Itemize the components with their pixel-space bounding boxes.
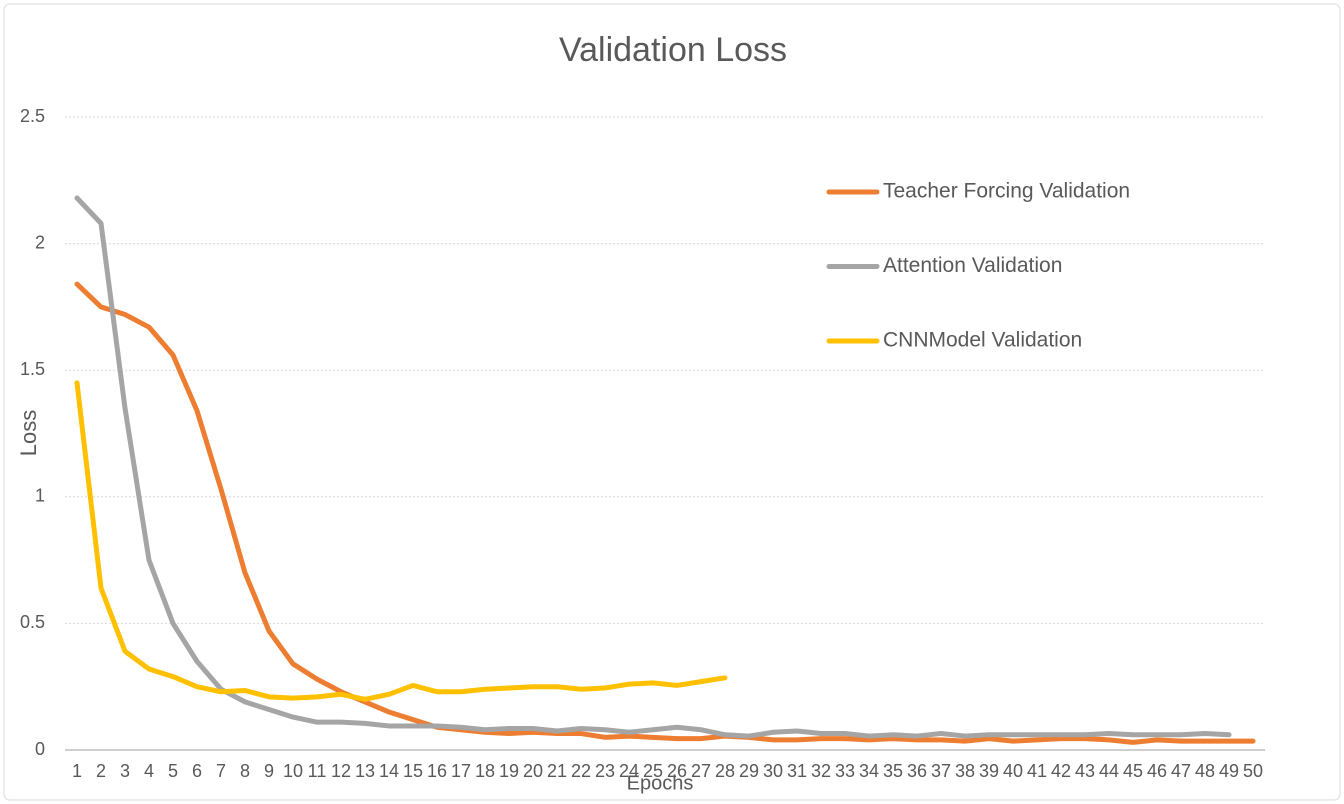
x-tick-label: 48 <box>1195 761 1215 781</box>
x-tick-label: 36 <box>907 761 927 781</box>
chart-border <box>3 3 1341 801</box>
x-tick-label: 12 <box>331 761 351 781</box>
x-tick-label: 9 <box>264 761 274 781</box>
x-tick-label: 43 <box>1075 761 1095 781</box>
x-tick-label: 35 <box>883 761 903 781</box>
y-tick-label: 1 <box>35 486 45 506</box>
x-tick-label: 1 <box>72 761 82 781</box>
x-tick-label: 41 <box>1027 761 1047 781</box>
x-tick-label: 31 <box>787 761 807 781</box>
y-tick-label: 0 <box>35 739 45 759</box>
series-line <box>74 281 1256 745</box>
x-tick-label: 26 <box>667 761 687 781</box>
x-tick-label: 29 <box>739 761 759 781</box>
x-tick-label: 16 <box>427 761 447 781</box>
x-tick-label: 11 <box>308 761 327 781</box>
series-line <box>74 380 728 702</box>
x-tick-label: 45 <box>1123 761 1143 781</box>
x-tick-label: 4 <box>144 761 154 781</box>
y-tick-label: 2.5 <box>20 106 45 126</box>
x-axis-label: Epochs <box>627 772 694 794</box>
x-tick-label: 28 <box>715 761 735 781</box>
x-tick-label: 14 <box>379 761 399 781</box>
x-tick-label: 27 <box>691 761 711 781</box>
x-tick-label: 38 <box>955 761 975 781</box>
x-tick-label: 13 <box>355 761 375 781</box>
x-tick-label: 49 <box>1219 761 1239 781</box>
y-tick-label: 1.5 <box>20 359 45 379</box>
x-tick-label: 47 <box>1171 761 1191 781</box>
x-tick-label: 8 <box>240 761 250 781</box>
legend-label: CNNModel Validation <box>883 329 1082 352</box>
x-tick-label: 18 <box>475 761 495 781</box>
x-tick-label: 40 <box>1003 761 1023 781</box>
x-tick-label: 20 <box>523 761 543 781</box>
y-tick-label: 2 <box>35 232 45 252</box>
x-tick-label: 10 <box>283 761 303 781</box>
x-tick-label: 25 <box>643 761 663 781</box>
x-tick-label: 19 <box>499 761 519 781</box>
x-tick-label: 6 <box>192 761 202 781</box>
x-tick-label: 46 <box>1147 761 1167 781</box>
x-tick-label: 5 <box>168 761 178 781</box>
x-tick-label: 39 <box>979 761 999 781</box>
x-tick-label: 7 <box>216 761 226 781</box>
x-tick-label: 24 <box>619 761 639 781</box>
x-tick-label: 34 <box>859 761 879 781</box>
x-tick-label: 2 <box>96 761 106 781</box>
x-tick-label: 21 <box>547 761 567 781</box>
x-tick-label: 42 <box>1051 761 1071 781</box>
chart-title: Validation Loss <box>559 31 787 69</box>
y-axis-label: Loss <box>16 410 41 456</box>
legend-label: Attention Validation <box>883 254 1062 277</box>
x-tick-label: 30 <box>763 761 783 781</box>
x-tick-label: 44 <box>1099 761 1119 781</box>
x-tick-label: 15 <box>403 761 423 781</box>
x-tick-label: 17 <box>451 761 471 781</box>
x-tick-label: 23 <box>595 761 615 781</box>
legend-label: Teacher Forcing Validation <box>883 180 1130 203</box>
x-tick-label: 37 <box>931 761 951 781</box>
y-tick-label: 0.5 <box>20 612 45 632</box>
x-tick-label: 3 <box>120 761 130 781</box>
x-tick-label: 50 <box>1243 761 1263 781</box>
series-line <box>74 195 1232 739</box>
x-tick-label: 32 <box>811 761 831 781</box>
x-tick-label: 22 <box>571 761 591 781</box>
x-tick-label: 33 <box>835 761 855 781</box>
